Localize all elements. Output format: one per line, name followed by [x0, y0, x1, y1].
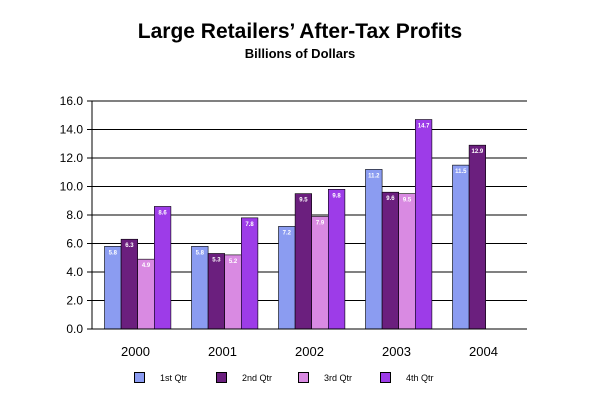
bar-1st-qtr-2003 [365, 169, 383, 330]
y-tick-label: 0.0 [66, 322, 83, 336]
x-tick-label: 2002 [295, 344, 324, 359]
bar-3rd-qtr-2003 [398, 193, 416, 330]
data-label: 7.8 [245, 222, 254, 228]
chart-title: Large Retailers’ After-Tax Profits [137, 20, 463, 43]
data-label: 7.9 [316, 220, 325, 226]
bar-1st-qtr-2002 [278, 226, 296, 330]
data-label: 8.6 [158, 210, 167, 216]
bar-4th-qtr-2002 [327, 189, 346, 330]
data-label: 14.7 [418, 124, 430, 130]
bar-2nd-qtr-2002 [294, 193, 313, 330]
data-label: 5.8 [109, 250, 118, 256]
bar-3rd-qtr-2001 [224, 254, 242, 330]
bar-1st-qtr-2000 [104, 246, 122, 330]
data-label: 11.2 [368, 173, 380, 179]
y-tick-label: 6.0 [66, 237, 83, 251]
data-label: 6.3 [125, 243, 134, 249]
legend-label-4th-qtr: 4th Qtr [406, 373, 434, 383]
legend-label-1st-qtr: 1st Qtr [160, 373, 188, 383]
x-tick-label: 2004 [469, 344, 498, 359]
data-label: 9.6 [386, 196, 395, 202]
data-label: 7.2 [283, 230, 292, 236]
bar-3rd-qtr-2000 [137, 258, 155, 330]
legend-swatch-4th-qtr [380, 372, 391, 383]
data-label: 5.3 [212, 257, 221, 263]
bar-4th-qtr-2000 [154, 206, 172, 330]
data-label: 9.5 [299, 198, 308, 204]
data-label: 9.5 [403, 198, 412, 204]
y-tick-label: 16.0 [60, 94, 84, 108]
data-label: 4.9 [142, 263, 151, 269]
bar-3rd-qtr-2002 [311, 216, 329, 330]
bar-2nd-qtr-2001 [207, 253, 226, 330]
legend-swatch-1st-qtr [134, 372, 145, 383]
y-tick-label: 10.0 [60, 180, 84, 194]
data-label: 5.8 [196, 250, 205, 256]
bar-1st-qtr-2004 [452, 164, 470, 330]
bar-4th-qtr-2001 [241, 217, 259, 330]
y-tick-label: 14.0 [60, 123, 84, 137]
data-label: 11.5 [455, 169, 467, 175]
x-tick-label: 2000 [121, 344, 150, 359]
x-tick-label: 2003 [382, 344, 411, 359]
bar-1st-qtr-2001 [191, 246, 209, 330]
bar-2nd-qtr-2003 [381, 191, 400, 330]
data-label: 5.2 [229, 259, 238, 265]
data-label: 9.8 [332, 193, 341, 199]
legend: 1st Qtr 2nd Qtr 3rd Qtr 4th Qtr [0, 371, 600, 387]
x-tick-label: 2001 [208, 344, 237, 359]
y-tick-label: 2.0 [66, 294, 83, 308]
legend-swatch-3rd-qtr [298, 372, 309, 383]
bar-4th-qtr-2003 [414, 119, 433, 330]
bar-2nd-qtr-2004 [468, 144, 487, 330]
y-tick-label: 8.0 [66, 208, 83, 222]
legend-label-3rd-qtr: 3rd Qtr [324, 373, 353, 383]
bar-2nd-qtr-2000 [120, 238, 138, 330]
legend-swatch-2nd-qtr [216, 372, 227, 383]
legend-label-2nd-qtr: 2nd Qtr [242, 373, 273, 383]
data-label: 12.9 [472, 149, 484, 155]
y-tick-label: 4.0 [66, 265, 83, 279]
y-tick-label: 12.0 [60, 151, 84, 165]
chart-subtitle: Billions of Dollars [244, 46, 356, 61]
